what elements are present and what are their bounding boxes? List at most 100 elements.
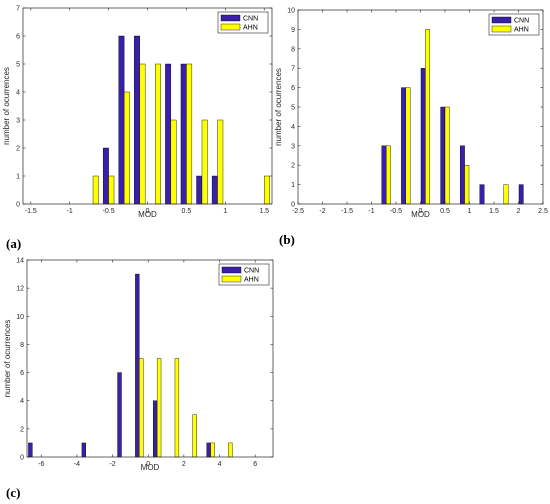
y-tick-label: 7	[291, 66, 295, 73]
y-tick-label: 1	[16, 174, 20, 181]
ahn-bar	[192, 414, 197, 458]
legend: CNN AHN	[488, 13, 540, 36]
ahn-bar	[139, 358, 144, 458]
ahn-bar	[503, 184, 509, 205]
x-tick-label: -1.5	[25, 208, 37, 215]
x-tick-label: 2.5	[538, 208, 548, 215]
cnn-bar	[401, 87, 407, 205]
ahn-bar	[444, 106, 450, 205]
x-tick-label: -1	[67, 208, 73, 215]
ahn-bar	[139, 63, 146, 205]
x-axis-label: MOD	[138, 210, 157, 219]
ahn-bar	[228, 442, 233, 458]
ahn-bar	[156, 358, 162, 458]
chart-panel-a: -1.5 -1 -0.5 0 0.5 1 1.5 0 1 2 3 4 5 6 7 MOD number of o…	[2, 6, 273, 251]
cnn-bar	[153, 400, 158, 458]
y-tick-label: 4	[16, 90, 20, 97]
cnn-bar	[440, 106, 446, 205]
y-tick-label: 0	[16, 202, 20, 209]
y-tick-label: 3	[291, 143, 295, 150]
x-tick-label: -4	[74, 461, 80, 468]
ahn-bar	[405, 87, 411, 205]
x-tick-label: -0.5	[103, 208, 115, 215]
x-tick-label: 6	[253, 461, 257, 468]
cnn-bar	[165, 63, 172, 205]
y-tick-label: 4	[20, 398, 24, 405]
cnn-bar	[118, 35, 125, 205]
panel-label: (b)	[279, 232, 295, 247]
y-tick-label: 6	[16, 34, 20, 41]
x-tick-label: 1	[223, 208, 227, 215]
y-tick-label: 8	[20, 342, 24, 349]
y-tick-label: 2	[291, 163, 295, 170]
legend-label-cnn: CNN	[243, 16, 258, 23]
x-tick-label: -2	[319, 208, 325, 215]
y-tick-label: 4	[291, 124, 295, 131]
ahn-bar	[92, 175, 99, 205]
x-tick-label: 4	[218, 461, 222, 468]
ahn-bar	[386, 145, 391, 205]
ahn-bar	[174, 358, 180, 458]
x-tick-label: 0.5	[440, 208, 450, 215]
y-tick-label: 5	[16, 62, 20, 69]
x-tick-label: -0.5	[390, 208, 402, 215]
y-tick-label: 6	[20, 370, 24, 377]
axes-box	[297, 9, 544, 205]
y-tick-label: 0	[291, 202, 295, 209]
cnn-bar	[381, 145, 387, 205]
y-tick-label: 14	[16, 258, 24, 265]
ahn-bar	[264, 175, 270, 205]
legend-swatch-ahn	[221, 275, 242, 283]
cnn-bar	[420, 67, 426, 205]
cnn-bar	[102, 147, 109, 205]
legend-label-ahn: AHN	[244, 277, 259, 284]
x-tick-label: -1	[368, 208, 374, 215]
x-tick-label: -6	[38, 461, 44, 468]
x-axis-label: MOD	[411, 210, 430, 219]
cnn-bar	[196, 175, 203, 205]
x-tick-label: -2	[109, 461, 115, 468]
y-tick-label: 3	[16, 118, 20, 125]
axes-box	[22, 7, 273, 205]
y-tick-label: 7	[16, 6, 20, 13]
cnn-bar	[459, 145, 465, 205]
legend-swatch-ahn	[220, 23, 241, 31]
x-tick-label: 1.5	[259, 208, 269, 215]
panel-label: (a)	[6, 236, 21, 251]
y-tick-label: 2	[20, 426, 24, 433]
x-tick-label: 0	[419, 208, 423, 215]
y-tick-label: 1	[291, 182, 295, 189]
legend-swatch-ahn	[491, 25, 512, 33]
x-tick-label: 0.5	[182, 208, 192, 215]
ahn-bar	[155, 63, 161, 205]
x-axis-label: MOD	[141, 463, 160, 472]
cnn-bar	[206, 442, 211, 458]
x-tick-label: 2	[182, 461, 186, 468]
ahn-bar	[201, 119, 208, 205]
cnn-bar	[134, 35, 140, 205]
legend: CNN AHN	[217, 11, 269, 34]
ahn-bar	[123, 91, 130, 205]
chart-panel-b: -2.5 -2 -1.5 -1 -0.5 0 0.5 1 1.5 2 2.5 0 1 2 3 4 5 6 7 8 9 10…	[274, 8, 548, 248]
legend-swatch-cnn	[491, 16, 512, 24]
legend: CNN AHN	[218, 263, 270, 286]
cnn-bar	[28, 442, 33, 458]
y-tick-label: 8	[291, 46, 295, 53]
y-axis-label: number of ocurrences	[2, 67, 11, 145]
legend-label-cnn: CNN	[244, 268, 259, 275]
cnn-bar	[518, 184, 524, 205]
x-tick-label: 2	[517, 208, 521, 215]
y-tick-label: 9	[291, 27, 295, 34]
axes-box	[26, 259, 274, 458]
legend-label-ahn: AHN	[514, 27, 529, 34]
y-axis-label: number of ocurrences	[3, 320, 12, 398]
x-tick-label: 0	[146, 208, 150, 215]
chart-panel-c: -6 -4 -2 0 2 4 6 0 2 4 6 8 10 12 14 MOD number of ocurre…	[3, 258, 274, 500]
x-tick-label: -2.5	[292, 208, 304, 215]
ahn-bar	[108, 175, 115, 205]
cnn-bar	[180, 63, 187, 205]
cnn-bar	[479, 184, 485, 205]
legend-label-cnn: CNN	[514, 18, 529, 25]
y-tick-label: 2	[16, 146, 20, 153]
